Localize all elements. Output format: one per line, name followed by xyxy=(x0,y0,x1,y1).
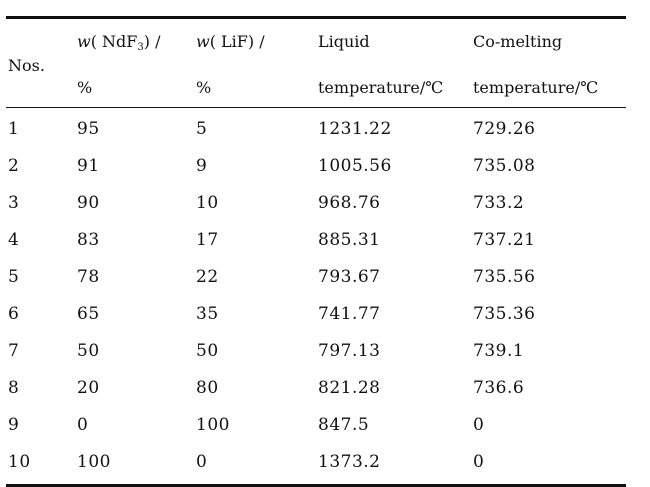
cell-comelt: 735.36 xyxy=(473,304,536,324)
cell-lif: 5 xyxy=(196,119,208,139)
cell-lif: 35 xyxy=(196,304,219,324)
cell-no: 2 xyxy=(8,156,20,176)
cell-ndf3: 90 xyxy=(77,193,100,213)
table-row: 10 100 0 1373.2 0 xyxy=(6,444,626,481)
cell-lif: 9 xyxy=(196,156,208,176)
cell-liquid: 821.28 xyxy=(318,378,381,398)
cell-no: 9 xyxy=(8,415,20,435)
cell-liquid: 793.67 xyxy=(318,267,381,287)
cell-comelt: 737.21 xyxy=(473,230,536,250)
table-row: 4 83 17 885.31 737.21 xyxy=(6,222,626,259)
header-lif: w( LiF) / xyxy=(196,32,265,52)
header-ndf3-open: ( NdF xyxy=(90,32,138,51)
cell-ndf3: 83 xyxy=(77,230,100,250)
cell-ndf3: 20 xyxy=(77,378,100,398)
header-comelt-line1: Co-melting xyxy=(473,32,563,51)
cell-lif: 100 xyxy=(196,415,230,435)
header-lif-unit: % xyxy=(196,78,212,97)
cell-liquid: 1373.2 xyxy=(318,452,381,472)
cell-comelt: 733.2 xyxy=(473,193,525,213)
table-row: 2 91 9 1005.56 735.08 xyxy=(6,148,626,185)
cell-ndf3: 65 xyxy=(77,304,100,324)
cell-comelt: 0 xyxy=(473,452,485,472)
table-row: 7 50 50 797.13 739.1 xyxy=(6,333,626,370)
header-liquid-line1: Liquid xyxy=(318,32,370,51)
cell-lif: 0 xyxy=(196,452,208,472)
header-nos: Nos. xyxy=(8,56,45,75)
cell-lif: 22 xyxy=(196,267,219,287)
cell-lif: 17 xyxy=(196,230,219,250)
table-row: 6 65 35 741.77 735.36 xyxy=(6,296,626,333)
cell-liquid: 885.31 xyxy=(318,230,381,250)
header-liquid-line2: temperature/℃ xyxy=(318,78,444,97)
cell-comelt: 729.26 xyxy=(473,119,536,139)
cell-comelt: 739.1 xyxy=(473,341,525,361)
table-row: 9 0 100 847.5 0 xyxy=(6,407,626,444)
cell-comelt: 735.08 xyxy=(473,156,536,176)
table-row: 5 78 22 793.67 735.56 xyxy=(6,259,626,296)
header-ndf3-close: ) / xyxy=(143,32,161,51)
cell-ndf3: 100 xyxy=(77,452,111,472)
cell-lif: 80 xyxy=(196,378,219,398)
cell-no: 10 xyxy=(8,452,31,472)
cell-no: 1 xyxy=(8,119,20,139)
table-row: 8 20 80 821.28 736.6 xyxy=(6,370,626,407)
cell-liquid: 797.13 xyxy=(318,341,381,361)
cell-no: 6 xyxy=(8,304,20,324)
header-ndf3: w( NdF3) / xyxy=(77,32,161,53)
cell-ndf3: 50 xyxy=(77,341,100,361)
table-body: 1 95 5 1231.22 729.26 2 91 9 1005.56 735… xyxy=(6,108,626,484)
cell-no: 4 xyxy=(8,230,20,250)
table-header: Nos. w( NdF3) / % w( LiF) / % Liquid tem… xyxy=(6,19,626,107)
data-table: Nos. w( NdF3) / % w( LiF) / % Liquid tem… xyxy=(6,16,626,487)
cell-lif: 10 xyxy=(196,193,219,213)
header-ndf3-prefix: w xyxy=(77,32,91,51)
cell-liquid: 1231.22 xyxy=(318,119,392,139)
header-comelt-line2: temperature/℃ xyxy=(473,78,599,97)
cell-no: 5 xyxy=(8,267,20,287)
cell-ndf3: 91 xyxy=(77,156,100,176)
table-top-rule xyxy=(6,16,626,19)
cell-liquid: 847.5 xyxy=(318,415,370,435)
header-lif-label: ( LiF) / xyxy=(209,32,265,51)
table-row: 3 90 10 968.76 733.2 xyxy=(6,185,626,222)
cell-no: 8 xyxy=(8,378,20,398)
table-row: 1 95 5 1231.22 729.26 xyxy=(6,111,626,148)
cell-no: 7 xyxy=(8,341,20,361)
table-header-rule xyxy=(6,107,626,108)
cell-comelt: 735.56 xyxy=(473,267,536,287)
cell-comelt: 0 xyxy=(473,415,485,435)
header-ndf3-sub: 3 xyxy=(137,42,144,53)
cell-comelt: 736.6 xyxy=(473,378,525,398)
cell-liquid: 968.76 xyxy=(318,193,381,213)
cell-ndf3: 78 xyxy=(77,267,100,287)
cell-ndf3: 0 xyxy=(77,415,89,435)
header-lif-prefix: w xyxy=(196,32,210,51)
cell-ndf3: 95 xyxy=(77,119,100,139)
cell-no: 3 xyxy=(8,193,20,213)
cell-liquid: 741.77 xyxy=(318,304,381,324)
cell-liquid: 1005.56 xyxy=(318,156,392,176)
header-ndf3-unit: % xyxy=(77,78,93,97)
cell-lif: 50 xyxy=(196,341,219,361)
